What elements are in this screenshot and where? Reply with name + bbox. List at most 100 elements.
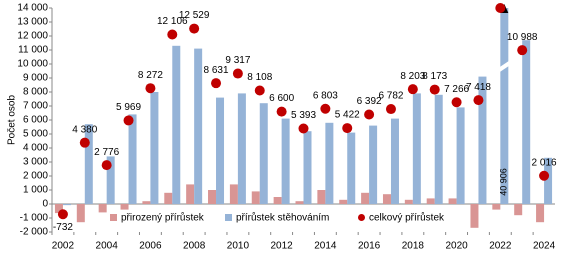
bar — [404, 199, 413, 204]
bar — [216, 97, 225, 204]
data-label: 7 266 — [444, 84, 469, 95]
y-tick-label: 3 000 — [23, 157, 48, 168]
axis-break — [498, 60, 511, 73]
bar — [295, 201, 304, 204]
data-label: 6 782 — [378, 91, 403, 102]
data-label: 5 969 — [116, 102, 141, 113]
bar — [164, 192, 173, 204]
y-axis-title: Počet osob — [7, 95, 18, 145]
data-label: 5 422 — [335, 110, 360, 121]
total-point — [189, 23, 200, 34]
bar — [544, 157, 553, 204]
data-label: 2 016 — [532, 157, 557, 168]
data-label: 8 203 — [400, 71, 425, 82]
total-point — [517, 45, 528, 56]
bar — [434, 94, 443, 204]
bar — [229, 184, 238, 204]
bar — [237, 93, 246, 204]
data-label: 8 272 — [138, 70, 163, 81]
data-label: 2 776 — [94, 147, 119, 158]
total-point — [254, 85, 265, 96]
bar — [339, 199, 348, 204]
total-point — [364, 109, 375, 120]
data-label: -732 — [53, 222, 73, 233]
bar — [98, 204, 107, 213]
bar — [500, 8, 509, 204]
bar — [194, 48, 203, 204]
bar — [208, 190, 217, 204]
y-tick-label: 6 000 — [23, 115, 48, 126]
total-point — [298, 123, 309, 134]
legend-swatch — [110, 214, 117, 221]
data-label: 10 988 — [507, 32, 538, 43]
legend-label: přirozený přírůstek — [121, 212, 205, 224]
data-label: 7 418 — [466, 82, 491, 93]
data-label: 8 631 — [204, 65, 229, 76]
bar — [273, 197, 282, 204]
bar — [522, 40, 531, 205]
total-point — [342, 123, 353, 134]
x-tick-label: 2008 — [183, 241, 206, 252]
total-point — [79, 137, 90, 148]
bar — [172, 45, 181, 204]
bar — [470, 204, 479, 228]
bar — [426, 198, 435, 204]
bar — [390, 118, 399, 204]
y-tick-label: 11 000 — [18, 45, 48, 56]
y-tick-label: 0 — [42, 199, 48, 210]
total-point — [167, 29, 178, 40]
legend-label: celkový přírůstek — [369, 212, 445, 224]
bar — [281, 118, 290, 204]
x-tick-label: 2022 — [489, 241, 512, 252]
x-tick-label: 2010 — [227, 241, 250, 252]
total-point — [276, 106, 287, 117]
bar — [142, 201, 151, 204]
y-tick-label: 8 000 — [23, 87, 48, 98]
x-tick-label: 2012 — [271, 241, 294, 252]
y-tick-label: -2 000 — [20, 227, 49, 238]
data-label: 40 570 — [485, 0, 516, 1]
bar — [128, 114, 137, 204]
bar — [150, 92, 159, 204]
bar — [325, 122, 334, 204]
total-point — [123, 115, 134, 126]
bar — [186, 184, 195, 204]
bar — [514, 204, 523, 216]
bar — [106, 156, 115, 204]
y-tick-label: -1 000 — [20, 213, 49, 224]
bar — [303, 131, 312, 204]
x-tick-label: 2016 — [358, 241, 381, 252]
total-point — [407, 84, 418, 95]
data-label: 9 317 — [225, 55, 250, 66]
y-tick-label: 2 000 — [23, 171, 48, 182]
bar — [536, 204, 545, 223]
x-tick-label: 2020 — [445, 241, 468, 252]
data-label: 8 173 — [422, 71, 447, 82]
data-label: 6 392 — [357, 96, 382, 107]
y-tick-label: 5 000 — [23, 129, 48, 140]
data-label: 6 803 — [313, 90, 338, 101]
y-tick-label: 4 000 — [23, 143, 48, 154]
data-label: 8 108 — [247, 72, 272, 83]
y-tick-label: 12 000 — [17, 31, 48, 42]
y-tick-label: 1 000 — [23, 185, 48, 196]
y-tick-label: 9 000 — [23, 73, 48, 84]
data-label: 4 380 — [72, 124, 97, 135]
y-tick-label: 13 000 — [17, 17, 48, 28]
total-point — [451, 97, 462, 108]
bar — [492, 204, 501, 210]
y-tick-label: 14 000 — [17, 3, 48, 14]
legend-label: přírůstek stěhováním — [236, 212, 329, 224]
total-point — [473, 95, 484, 106]
bar — [412, 93, 421, 204]
y-tick-label: 7 000 — [23, 101, 48, 112]
x-tick-label: 2004 — [96, 241, 119, 252]
legend-swatch — [358, 214, 365, 221]
bar — [478, 76, 487, 204]
x-tick-label: 2018 — [402, 241, 425, 252]
x-tick-label: 2014 — [314, 241, 337, 252]
total-point — [211, 78, 222, 89]
data-label: 12 529 — [179, 10, 210, 21]
bar — [347, 132, 356, 204]
